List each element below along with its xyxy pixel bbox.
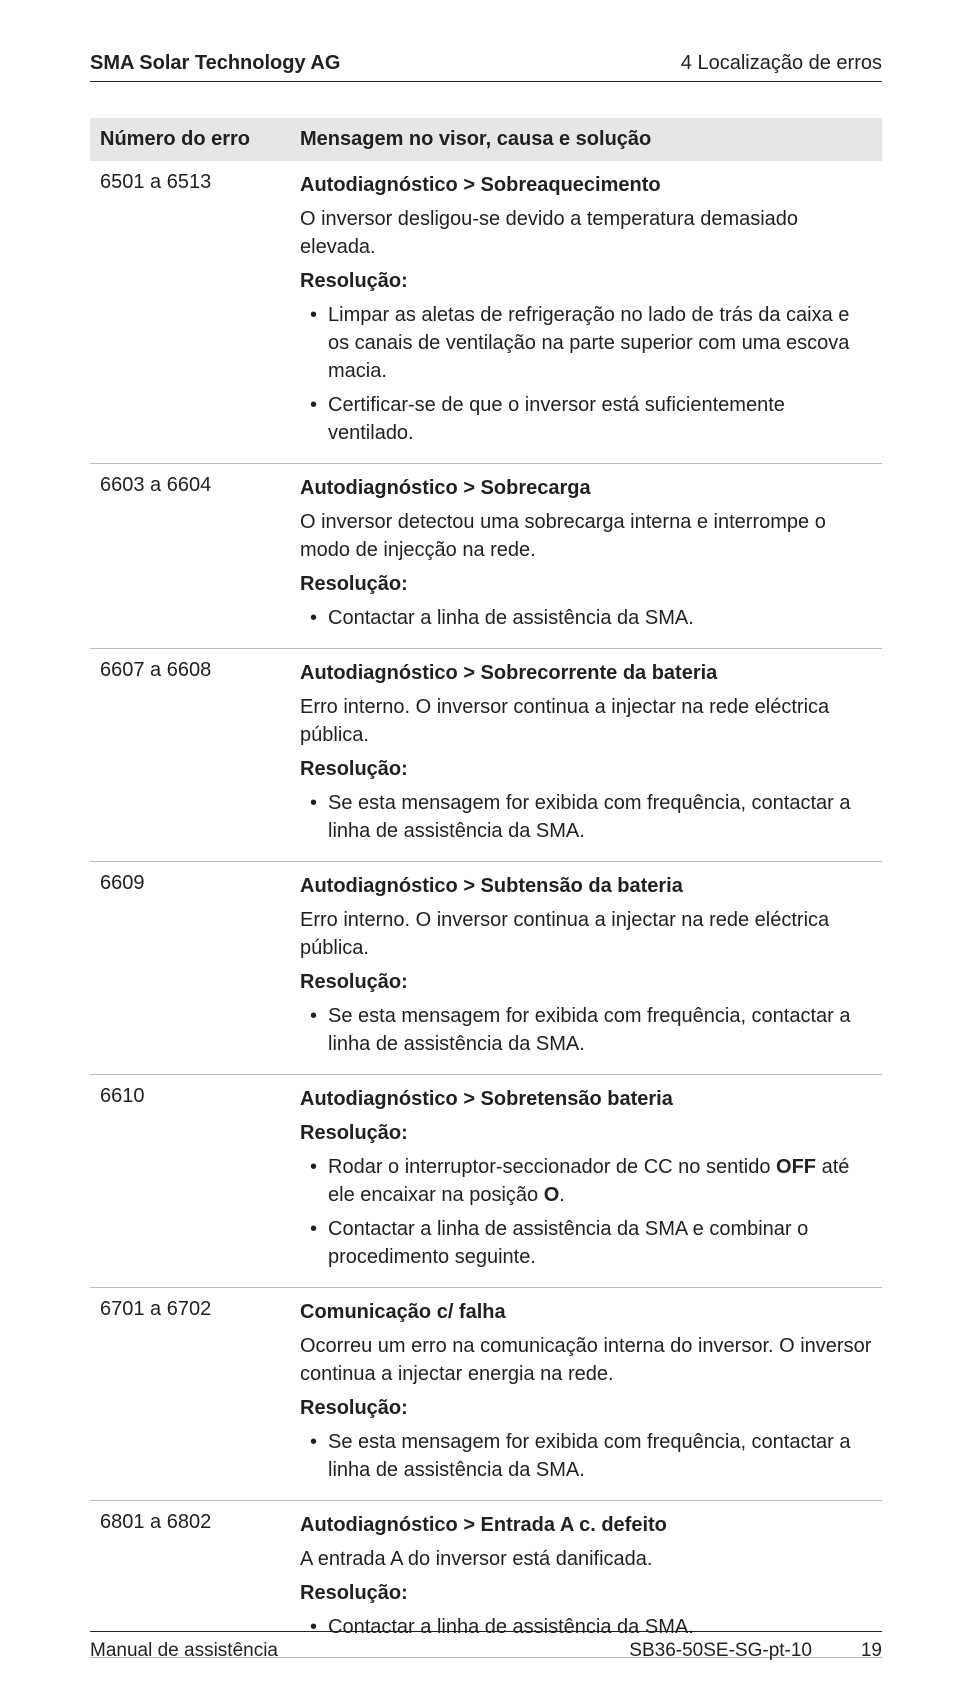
resolution-list: Se esta mensagem for exibida com frequên…	[300, 1428, 872, 1484]
resolution-item: Se esta mensagem for exibida com frequên…	[328, 1002, 872, 1058]
footer-page-number: 19	[842, 1640, 882, 1662]
resolution-item: Rodar o interruptor-seccionador de CC no…	[328, 1153, 872, 1209]
resolution-label: Resolução:	[300, 1394, 872, 1422]
error-message-cell: Autodiagnóstico > Sobrecorrente da bater…	[300, 659, 872, 851]
resolution-label: Resolução:	[300, 1119, 872, 1147]
resolution-item: Se esta mensagem for exibida com frequên…	[328, 1428, 872, 1484]
table-row: 6610Autodiagnóstico > Sobretensão bateri…	[90, 1075, 882, 1288]
page: SMA Solar Technology AG 4 Localização de…	[0, 0, 960, 1708]
error-code: 6603 a 6604	[100, 474, 300, 638]
error-description: O inversor detectou uma sobrecarga inter…	[300, 508, 872, 564]
footer-row: Manual de assistência SB36-50SE-SG-pt-10…	[90, 1640, 882, 1662]
error-description: Ocorreu um erro na comunicação interna d…	[300, 1332, 872, 1388]
error-message-cell: Autodiagnóstico > Sobretensão bateria Res…	[300, 1085, 872, 1277]
error-code: 6609	[100, 872, 300, 1064]
error-description: O inversor desligou-se devido a temperat…	[300, 205, 872, 261]
table-row: 6607 a 6608Autodiagnóstico > Sobrecorren…	[90, 649, 882, 862]
resolution-item: Certificar-se de que o inversor está suf…	[328, 391, 872, 447]
error-title: Autodiagnóstico > Sobreaquecimento	[300, 171, 872, 199]
error-title: Autodiagnóstico > Subtensão da bateria	[300, 872, 872, 900]
resolution-item: Limpar as aletas de refrigeração no lado…	[328, 301, 872, 385]
error-message-cell: Comunicação c/ falha Ocorreu um erro na c…	[300, 1298, 872, 1490]
error-message-cell: Autodiagnóstico > Sobreaquecimento O inve…	[300, 171, 872, 453]
error-description: Erro interno. O inversor continua a inje…	[300, 906, 872, 962]
resolution-list: Rodar o interruptor-seccionador de CC no…	[300, 1153, 872, 1271]
error-title: Autodiagnóstico > Sobrecarga	[300, 474, 872, 502]
th-error-number: Número do erro	[100, 128, 300, 151]
resolution-label: Resolução:	[300, 968, 872, 996]
error-code: 6801 a 6802	[100, 1511, 300, 1647]
table-row: 6701 a 6702Comunicação c/ falha Ocorreu u…	[90, 1288, 882, 1501]
page-header: SMA Solar Technology AG 4 Localização de…	[90, 52, 882, 75]
resolution-list: Contactar a linha de assistência da SMA.	[300, 604, 872, 632]
error-table: Número do erro Mensagem no visor, causa …	[90, 118, 882, 1658]
resolution-item: Se esta mensagem for exibida com frequên…	[328, 789, 872, 845]
page-footer: Manual de assistência SB36-50SE-SG-pt-10…	[90, 1631, 882, 1662]
error-title: Autodiagnóstico > Sobretensão bateria	[300, 1085, 872, 1113]
error-code: 6610	[100, 1085, 300, 1277]
footer-doc-code: SB36-50SE-SG-pt-10	[278, 1640, 842, 1662]
error-title: Autodiagnóstico > Sobrecorrente da bater…	[300, 659, 872, 687]
bold-text: OFF	[776, 1156, 816, 1178]
resolution-item: Contactar a linha de assistência da SMA …	[328, 1215, 872, 1271]
error-title: Autodiagnóstico > Entrada A c. defeito	[300, 1511, 872, 1539]
table-row: 6603 a 6604Autodiagnóstico > Sobrecarga O…	[90, 464, 882, 649]
footer-divider	[90, 1631, 882, 1632]
resolution-list: Limpar as aletas de refrigeração no lado…	[300, 301, 872, 447]
header-divider	[90, 81, 882, 82]
resolution-label: Resolução:	[300, 1579, 872, 1607]
table-header-row: Número do erro Mensagem no visor, causa …	[90, 118, 882, 161]
resolution-list: Se esta mensagem for exibida com frequên…	[300, 789, 872, 845]
resolution-label: Resolução:	[300, 570, 872, 598]
resolution-item: Contactar a linha de assistência da SMA.	[328, 604, 872, 632]
error-code: 6501 a 6513	[100, 171, 300, 453]
error-title: Comunicação c/ falha	[300, 1298, 872, 1326]
resolution-label: Resolução:	[300, 755, 872, 783]
error-description: Erro interno. O inversor continua a inje…	[300, 693, 872, 749]
error-message-cell: Autodiagnóstico > Subtensão da bateria Er…	[300, 872, 872, 1064]
resolution-list: Se esta mensagem for exibida com frequên…	[300, 1002, 872, 1058]
table-row: 6501 a 6513Autodiagnóstico > Sobreaqueci…	[90, 161, 882, 464]
resolution-label: Resolução:	[300, 267, 872, 295]
section-title: 4 Localização de erros	[681, 52, 882, 75]
error-message-cell: Autodiagnóstico > Entrada A c. defeito A …	[300, 1511, 872, 1647]
error-code: 6701 a 6702	[100, 1298, 300, 1490]
bold-text: O	[544, 1184, 560, 1206]
th-message: Mensagem no visor, causa e solução	[300, 128, 872, 151]
table-row: 6609Autodiagnóstico > Subtensão da bater…	[90, 862, 882, 1075]
error-description: A entrada A do inversor está danificada.	[300, 1545, 872, 1573]
error-code: 6607 a 6608	[100, 659, 300, 851]
footer-doc-title: Manual de assistência	[90, 1640, 278, 1662]
error-message-cell: Autodiagnóstico > Sobrecarga O inversor d…	[300, 474, 872, 638]
company-name: SMA Solar Technology AG	[90, 52, 340, 75]
